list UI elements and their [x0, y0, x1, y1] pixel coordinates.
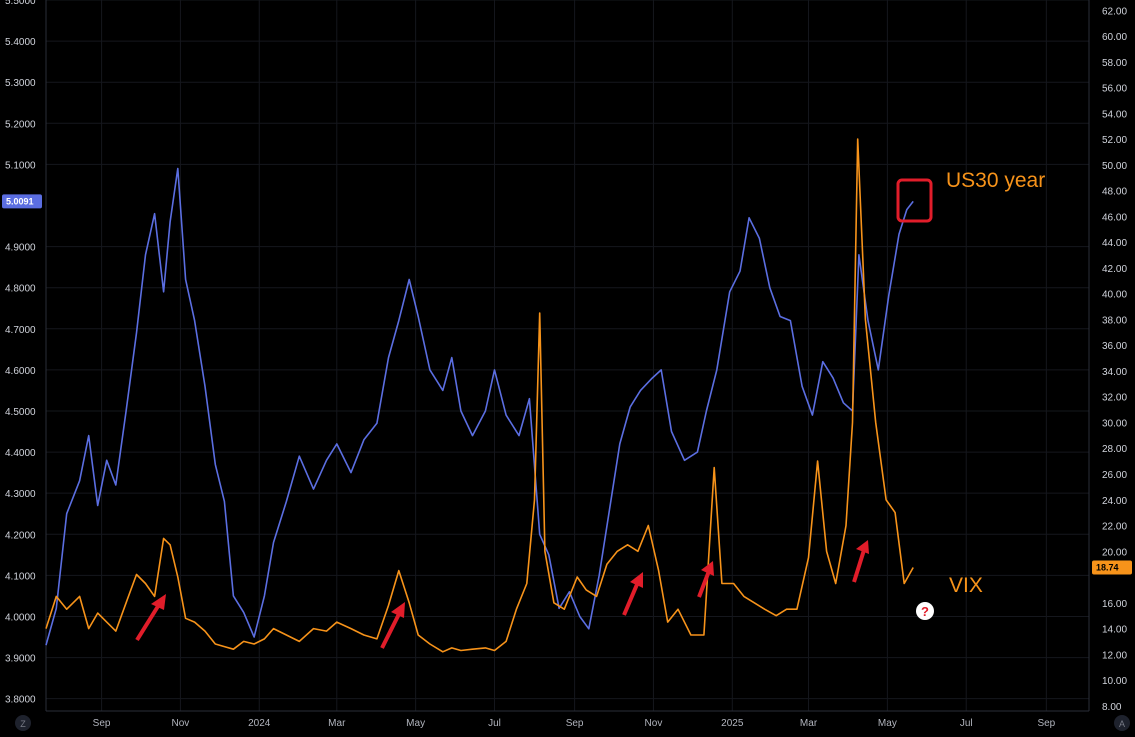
left-tick-label: 4.6000 [5, 366, 36, 377]
red-arrow-icon [697, 561, 714, 598]
time-tick-label: Sep [93, 718, 111, 729]
grid [46, 0, 1089, 711]
left-tick-label: 5.4000 [5, 37, 36, 48]
right-tick-label: 44.00 [1102, 238, 1127, 249]
right-tick-label: 40.00 [1102, 290, 1127, 301]
right-tick-label: 58.00 [1102, 58, 1127, 69]
right-tick-label: 34.00 [1102, 367, 1127, 378]
right-tick-label: 46.00 [1102, 212, 1127, 223]
right-tick-label: 8.00 [1102, 702, 1122, 713]
right-tick-label: 10.00 [1102, 676, 1127, 687]
time-tick-label: May [406, 718, 425, 729]
time-tick-label: Jul [960, 718, 973, 729]
time-tick-label: Nov [172, 718, 190, 729]
right-tick-label: 32.00 [1102, 393, 1127, 404]
vix-label: VIX [949, 574, 983, 597]
red-arrow-icon [852, 540, 869, 583]
time-tick-label: Sep [1037, 718, 1055, 729]
right-tick-label: 12.00 [1102, 650, 1127, 661]
red-arrow-icon [380, 602, 405, 649]
svg-text:A: A [1119, 719, 1125, 729]
red-arrow-icon [622, 572, 643, 616]
time-tick-label: Mar [328, 718, 346, 729]
right-tick-label: 50.00 [1102, 161, 1127, 172]
left-tick-label: 4.0000 [5, 612, 36, 623]
right-tick-label: 22.00 [1102, 522, 1127, 533]
left-tick-label: 3.9000 [5, 654, 36, 665]
right-tick-label: 30.00 [1102, 418, 1127, 429]
vix-last-value-label: 18.74 [1096, 563, 1119, 573]
time-tick-label: 2024 [248, 718, 271, 729]
vix-last-value-badge [1092, 560, 1132, 575]
left-tick-label: 4.1000 [5, 571, 36, 582]
time-tick-label: Jul [488, 718, 501, 729]
left-tick-label: 5.5000 [5, 0, 36, 7]
right-tick-label: 24.00 [1102, 496, 1127, 507]
us30-series-line[interactable] [45, 167, 914, 646]
zoom-icon[interactable] [15, 715, 31, 731]
left-tick-label: 4.2000 [5, 530, 36, 541]
right-tick-label: 42.00 [1102, 264, 1127, 275]
left-tick-label: 4.5000 [5, 407, 36, 418]
time-tick-label: Sep [566, 718, 584, 729]
question-mark-icon: ? [921, 604, 929, 619]
right-price-axis[interactable]: 62.00 60.00 58.00 56.00 54.00 52.00 50.00 48.00… [1092, 6, 1132, 713]
right-tick-label: 52.00 [1102, 135, 1127, 146]
vix-series-line[interactable] [45, 138, 914, 653]
right-tick-label: 28.00 [1102, 444, 1127, 455]
left-tick-label: 4.8000 [5, 284, 36, 295]
right-tick-label: 60.00 [1102, 32, 1127, 43]
question-mark-badge [916, 602, 934, 620]
time-tick-label: Mar [800, 718, 818, 729]
right-tick-label: 48.00 [1102, 187, 1127, 198]
left-tick-label: 5.2000 [5, 119, 36, 130]
highlight-box [896, 178, 933, 223]
time-axis[interactable]: Sep Nov 2024 Mar May Jul Sep Nov 2025 Mar May Jul Se… [93, 718, 1056, 729]
time-tick-label: May [878, 718, 897, 729]
us30-last-value-badge [2, 194, 42, 209]
red-arrow-icon [135, 594, 166, 642]
right-tick-label: 26.00 [1102, 470, 1127, 481]
right-tick-label: 62.00 [1102, 6, 1127, 17]
us30-year-label: US30 year [946, 169, 1045, 192]
left-tick-label: 4.7000 [5, 325, 36, 336]
auto-scale-icon[interactable] [1114, 715, 1130, 731]
left-tick-label: 5.1000 [5, 160, 36, 171]
left-price-axis[interactable]: 5.5000 5.4000 5.3000 5.2000 5.1000 4.9000 4.80… [2, 0, 42, 706]
svg-text:Z: Z [20, 719, 26, 729]
time-tick-label: Nov [645, 718, 663, 729]
right-tick-label: 36.00 [1102, 341, 1127, 352]
right-tick-label: 14.00 [1102, 625, 1127, 636]
left-tick-label: 3.8000 [5, 695, 36, 706]
right-tick-label: 56.00 [1102, 84, 1127, 95]
left-tick-label: 4.3000 [5, 489, 36, 500]
right-tick-label: 54.00 [1102, 109, 1127, 120]
left-tick-label: 4.9000 [5, 243, 36, 254]
corner-controls: Z A [15, 715, 1130, 731]
series-layer [45, 138, 914, 653]
left-tick-label: 4.4000 [5, 448, 36, 459]
right-tick-label: 38.00 [1102, 315, 1127, 326]
annotation-layer: US30 year VIX ? [135, 169, 1045, 649]
left-tick-label: 5.3000 [5, 78, 36, 89]
time-tick-label: 2025 [721, 718, 744, 729]
right-tick-label: 16.00 [1102, 599, 1127, 610]
us30-last-value-label: 5.0091 [6, 196, 34, 206]
right-tick-label: 20.00 [1102, 547, 1127, 558]
